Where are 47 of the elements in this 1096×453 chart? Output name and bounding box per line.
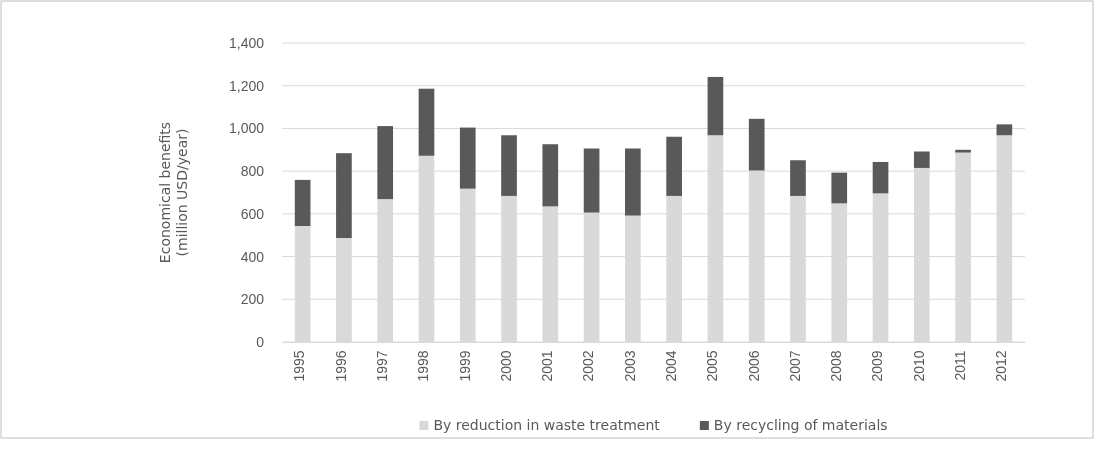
- y-axis-title: Economical benefits (million USD/year): [157, 121, 190, 264]
- x-tick-label: 1998: [415, 350, 432, 382]
- x-tick-label: 2002: [580, 350, 597, 382]
- y-tick-label: 0: [256, 333, 265, 350]
- bar: [501, 135, 517, 196]
- bar: [336, 153, 352, 238]
- x-tick-label: 2003: [621, 350, 638, 382]
- legend-label: By recycling of materials: [713, 417, 888, 433]
- bar: [913, 151, 930, 168]
- x-tick-label: 2000: [497, 350, 514, 382]
- bar: [707, 76, 724, 136]
- x-tick-label: 1997: [373, 350, 390, 382]
- bar: [583, 148, 600, 213]
- y-tick-label: 200: [240, 291, 265, 308]
- bar: [955, 149, 971, 153]
- bar: [542, 144, 559, 207]
- bar: [996, 124, 1013, 136]
- y-tick-label: 600: [240, 205, 265, 222]
- x-tick-label: 2004: [662, 350, 679, 382]
- x-tick-label: 2009: [869, 350, 886, 382]
- y-tick-label: 1,200: [228, 77, 265, 94]
- y-tick-label: 1,000: [228, 120, 265, 137]
- x-tick-label: 2011: [951, 350, 968, 381]
- bar: [294, 179, 311, 227]
- x-tick-label: 2007: [786, 350, 803, 382]
- y-tick-label: 800: [240, 163, 265, 180]
- x-tick-label: 2012: [993, 350, 1010, 382]
- bar: [790, 160, 806, 196]
- bar: [625, 148, 641, 216]
- x-tick-label: 1995: [291, 350, 308, 382]
- x-tick-label: 2008: [828, 350, 845, 382]
- bar: [831, 172, 848, 204]
- x-tick-label: 2006: [745, 350, 762, 382]
- bar: [459, 127, 476, 189]
- x-tick-label: 1996: [332, 350, 349, 382]
- x-tick-label: 2005: [704, 350, 721, 382]
- y-tick-label: 1,400: [228, 34, 265, 51]
- x-tick-label: 2001: [539, 350, 556, 382]
- bar: [872, 161, 889, 194]
- bar: [748, 118, 765, 171]
- bar: [418, 88, 435, 156]
- x-tick-label: 1999: [456, 350, 473, 382]
- legend-label: By reduction in waste treatment: [433, 417, 661, 433]
- y-tick-label: 400: [240, 248, 265, 265]
- x-tick-label: 2010: [910, 350, 927, 382]
- bar: [666, 136, 682, 196]
- bar: [377, 126, 394, 200]
